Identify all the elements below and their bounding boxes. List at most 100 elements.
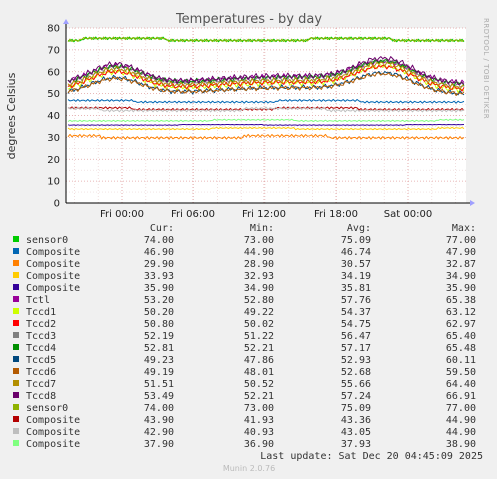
legend-swatch	[13, 440, 19, 446]
series-line	[67, 98, 465, 104]
legend-series-name: Tccd8	[26, 391, 56, 402]
legend-series-name: Composite	[26, 247, 80, 258]
legend-value-max: 63.12	[446, 307, 476, 318]
legend-value-max: 44.90	[446, 427, 476, 438]
legend-value-cur: 51.51	[144, 379, 174, 390]
legend-value-avg: 56.47	[341, 331, 371, 342]
x-tick-label: Fri 18:00	[314, 209, 358, 220]
legend-value-min: 40.93	[244, 427, 274, 438]
legend-value-min: 47.86	[244, 355, 274, 366]
y-tick-label: 50	[47, 89, 60, 100]
y-axis-label: degrees Celsius	[5, 72, 18, 159]
legend-swatch	[13, 320, 19, 326]
legend-value-avg: 54.75	[341, 319, 371, 330]
legend-value-cur: 50.20	[144, 307, 174, 318]
legend-value-cur: 74.00	[144, 403, 174, 414]
legend-value-cur: 53.49	[144, 391, 174, 402]
last-update: Last update: Sat Dec 20 04:45:09 2025	[260, 451, 483, 462]
legend-series-name: sensor0	[26, 235, 68, 246]
series-line	[67, 106, 465, 113]
legend-value-min: 51.22	[244, 331, 274, 342]
legend-value-min: 50.02	[244, 319, 274, 330]
legend-value-max: 62.97	[446, 319, 476, 330]
legend-series-name: Tccd5	[26, 355, 56, 366]
series-line	[67, 61, 465, 91]
legend-swatch	[13, 416, 19, 422]
legend-swatch	[13, 260, 19, 266]
x-tick-label: Fri 00:00	[100, 209, 144, 220]
series-line	[67, 56, 465, 85]
legend-value-max: 65.38	[446, 295, 476, 306]
legend-column-header: Cur:	[150, 223, 174, 234]
legend-value-avg: 55.66	[341, 379, 371, 390]
legend-series-name: Tctl	[26, 295, 50, 306]
legend-value-cur: 29.90	[144, 259, 174, 270]
series-line	[67, 36, 465, 43]
legend-value-cur: 35.90	[144, 283, 174, 294]
legend-value-min: 28.90	[244, 259, 274, 270]
series-line	[67, 126, 465, 131]
legend-value-max: 77.00	[446, 235, 476, 246]
legend-value-avg: 52.68	[341, 367, 371, 378]
legend-value-avg: 57.24	[341, 391, 371, 402]
series-line	[67, 118, 465, 123]
legend-value-avg: 52.93	[341, 355, 371, 366]
legend-series-name: Tccd1	[26, 307, 56, 318]
legend-series-name: Composite	[26, 427, 80, 438]
legend-column-header: Max:	[452, 223, 476, 234]
legend-swatch	[13, 428, 19, 434]
legend-value-cur: 53.20	[144, 295, 174, 306]
legend-column-header: Avg:	[347, 223, 371, 234]
series-line	[67, 133, 465, 140]
legend-value-min: 36.90	[244, 439, 274, 450]
y-tick-label: 60	[47, 67, 60, 78]
y-tick-label: 70	[47, 45, 60, 56]
legend-value-avg: 43.05	[341, 427, 371, 438]
legend-column-header: Min:	[250, 223, 274, 234]
x-tick-label: Fri 06:00	[171, 209, 215, 220]
legend-swatch	[13, 272, 19, 278]
legend-series-name: Tccd2	[26, 319, 56, 330]
legend-series-name: Composite	[26, 439, 80, 450]
legend-value-max: 65.40	[446, 331, 476, 342]
legend-value-cur: 74.00	[144, 235, 174, 246]
legend-value-min: 49.22	[244, 307, 274, 318]
legend-series-name: Tccd7	[26, 379, 56, 390]
legend-value-max: 38.90	[446, 439, 476, 450]
legend-series-name: Tccd3	[26, 331, 56, 342]
legend-value-min: 50.52	[244, 379, 274, 390]
legend-value-avg: 43.36	[341, 415, 371, 426]
legend-value-min: 52.80	[244, 295, 274, 306]
y-tick-label: 10	[47, 177, 60, 188]
legend-value-min: 73.00	[244, 403, 274, 414]
plot-area: Fri 00:00 Fri 06:00 Fri 12:00 Fri 18:00 Sat …	[47, 19, 475, 220]
legend-value-cur: 50.80	[144, 319, 174, 330]
legend-value-min: 73.00	[244, 235, 274, 246]
legend-value-cur: 37.90	[144, 439, 174, 450]
legend-swatch	[13, 392, 19, 398]
chart-title: Temperatures - by day	[175, 12, 322, 27]
legend-series-name: sensor0	[26, 403, 68, 414]
y-tick-label: 20	[47, 155, 60, 166]
rrdtool-credit: RRDTOOL / TOBI OETIKER	[482, 18, 490, 119]
legend-value-avg: 46.74	[341, 247, 371, 258]
legend-swatch	[13, 308, 19, 314]
legend-value-cur: 43.90	[144, 415, 174, 426]
legend-value-min: 44.90	[244, 247, 274, 258]
legend-value-max: 47.90	[446, 247, 476, 258]
legend-swatch	[13, 332, 19, 338]
legend-value-avg: 35.81	[341, 283, 371, 294]
legend-value-max: 60.11	[446, 355, 476, 366]
series-line	[67, 72, 465, 96]
legend-swatch	[13, 356, 19, 362]
x-tick-label: Fri 12:00	[242, 209, 286, 220]
legend-swatch	[13, 284, 19, 290]
legend-value-avg: 54.37	[341, 307, 371, 318]
series-line	[67, 124, 465, 126]
y-tick-label: 80	[47, 24, 60, 35]
legend-value-max: 59.50	[446, 367, 476, 378]
legend-value-min: 52.21	[244, 391, 274, 402]
legend-value-cur: 52.81	[144, 343, 174, 354]
x-tick-label: Sat 00:00	[384, 209, 432, 220]
